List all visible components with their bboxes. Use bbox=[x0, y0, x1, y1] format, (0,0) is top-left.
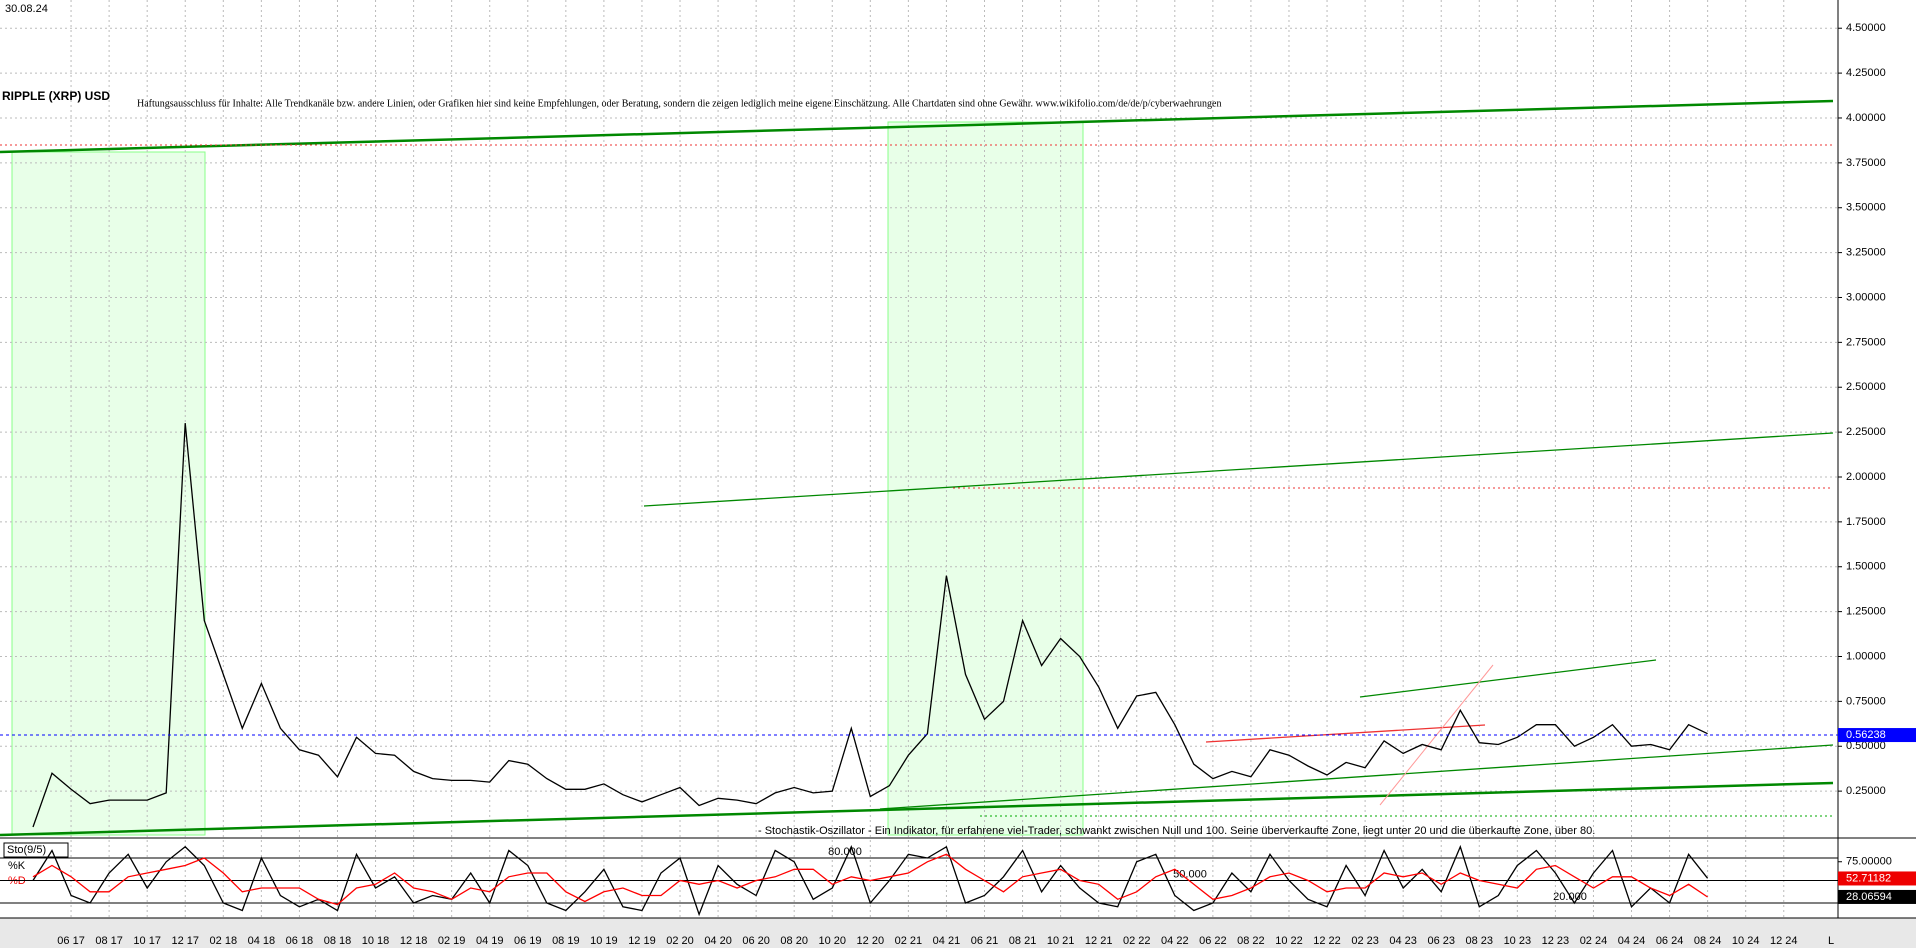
x-tick-label: 08 22 bbox=[1237, 935, 1265, 947]
x-tick-label: 02 23 bbox=[1351, 935, 1379, 947]
zone bbox=[11, 151, 206, 836]
x-tick-label: 10 21 bbox=[1047, 935, 1075, 947]
y-tick-label: 0.25000 bbox=[1846, 785, 1886, 797]
last-price-box bbox=[1838, 728, 1916, 743]
y-tick-label: 4.25000 bbox=[1846, 67, 1886, 79]
x-tick-label: 10 24 bbox=[1732, 935, 1760, 947]
trendline bbox=[1359, 659, 1657, 698]
y-tick-label: 2.75000 bbox=[1846, 336, 1886, 348]
x-tick-label: 10 17 bbox=[133, 935, 161, 947]
last-value-box bbox=[1838, 889, 1916, 904]
level-label: 80.000 bbox=[828, 846, 862, 858]
y-tick-label: 4.50000 bbox=[1846, 22, 1886, 34]
y-tick-label: 2.00000 bbox=[1846, 471, 1886, 483]
date: 30.08.24 bbox=[5, 3, 48, 15]
y-tick-label: 75.00000 bbox=[1846, 856, 1892, 868]
x-tick-label: 06 23 bbox=[1427, 935, 1455, 947]
x-tick-label: 02 18 bbox=[210, 935, 238, 947]
x-tick-label: 04 19 bbox=[476, 935, 504, 947]
trendline bbox=[643, 432, 1834, 507]
y-tick-label: 3.50000 bbox=[1846, 202, 1886, 214]
last-value-box bbox=[1838, 871, 1916, 886]
y-tick-label: 3.00000 bbox=[1846, 291, 1886, 303]
x-tick-label: 02 19 bbox=[438, 935, 466, 947]
trendline bbox=[0, 781, 1834, 837]
x-tick-label: 12 23 bbox=[1542, 935, 1570, 947]
x-tick-label: 12 21 bbox=[1085, 935, 1113, 947]
x-tick-label: 12 22 bbox=[1313, 935, 1341, 947]
x-axis-bg bbox=[0, 918, 1916, 948]
chart-title: RIPPLE (XRP) USD bbox=[2, 89, 110, 103]
x-tick-label: 04 21 bbox=[933, 935, 961, 947]
trendline bbox=[879, 744, 1834, 810]
x-tick-label: 08 23 bbox=[1466, 935, 1494, 947]
y-tick-label: 2.50000 bbox=[1846, 381, 1886, 393]
annotation: - Stochastik-Oszillator - Ein Indikator,… bbox=[758, 825, 1595, 837]
x-tick-label: 04 24 bbox=[1618, 935, 1646, 947]
x-tick-label: 06 17 bbox=[57, 935, 85, 947]
x-tick-label: 08 21 bbox=[1009, 935, 1037, 947]
series-line bbox=[32, 853, 1708, 906]
y-tick-label: 3.25000 bbox=[1846, 247, 1886, 259]
zone bbox=[887, 121, 1084, 836]
x-axis-end-label: L bbox=[1828, 935, 1834, 947]
x-tick-label: 10 22 bbox=[1275, 935, 1303, 947]
x-tick-label: 10 19 bbox=[590, 935, 618, 947]
last-value-label: 52.71182 bbox=[1846, 872, 1891, 884]
x-tick-label: 10 23 bbox=[1504, 935, 1532, 947]
x-tick-label: 02 24 bbox=[1580, 935, 1608, 947]
y-tick-label: 3.75000 bbox=[1846, 157, 1886, 169]
x-tick-label: 08 24 bbox=[1694, 935, 1722, 947]
x-tick-label: 08 18 bbox=[324, 935, 352, 947]
y-tick-label: 1.50000 bbox=[1846, 561, 1886, 573]
y-tick-label: 1.75000 bbox=[1846, 516, 1886, 528]
x-tick-label: 08 19 bbox=[552, 935, 580, 947]
x-tick-label: 06 18 bbox=[286, 935, 314, 947]
y-tick-label: 2.25000 bbox=[1846, 426, 1886, 438]
x-tick-label: 12 18 bbox=[400, 935, 428, 947]
x-tick-label: 04 18 bbox=[248, 935, 276, 947]
disclaimer: Haftungsausschluss für Inhalte: Alle Tre… bbox=[137, 98, 1222, 109]
indicator-title: Sto(9/5) bbox=[7, 844, 46, 856]
series-line bbox=[32, 423, 1708, 828]
y-tick-label: 0.50000 bbox=[1846, 740, 1886, 752]
x-tick-label: 06 24 bbox=[1656, 935, 1684, 947]
legend-entry: %K bbox=[8, 860, 26, 872]
y-tick-label: 1.25000 bbox=[1846, 606, 1886, 618]
x-tick-label: 08 17 bbox=[95, 935, 123, 947]
x-tick-label: 10 20 bbox=[818, 935, 846, 947]
x-tick-label: 08 20 bbox=[780, 935, 808, 947]
indicator-box bbox=[3, 842, 69, 858]
x-tick-label: 04 22 bbox=[1161, 935, 1189, 947]
x-tick-label: 06 21 bbox=[971, 935, 999, 947]
x-tick-label: 06 19 bbox=[514, 935, 542, 947]
drawings bbox=[11, 121, 1084, 836]
x-tick-label: 12 20 bbox=[857, 935, 885, 947]
x-tick-label: 12 17 bbox=[171, 935, 199, 947]
x-tick-label: 04 23 bbox=[1389, 935, 1417, 947]
trendline bbox=[1205, 724, 1486, 743]
last-value-label: 28.06594 bbox=[1846, 891, 1892, 903]
x-tick-label: 06 20 bbox=[742, 935, 770, 947]
x-tick-label: 06 22 bbox=[1199, 935, 1227, 947]
trendline bbox=[0, 99, 1834, 154]
x-tick-label: 12 19 bbox=[628, 935, 656, 947]
last-price-label: 0.56238 bbox=[1846, 729, 1886, 741]
y-tick-label: 0.75000 bbox=[1846, 695, 1886, 707]
x-tick-label: 02 20 bbox=[666, 935, 694, 947]
y-tick-label: 1.00000 bbox=[1846, 650, 1886, 662]
x-tick-label: 04 20 bbox=[704, 935, 732, 947]
x-tick-label: 02 21 bbox=[895, 935, 923, 947]
y-tick-label: 4.00000 bbox=[1846, 112, 1886, 124]
x-tick-label: 02 22 bbox=[1123, 935, 1151, 947]
x-tick-label: 10 18 bbox=[362, 935, 390, 947]
x-tick-label: 12 24 bbox=[1770, 935, 1798, 947]
level-label: 50.000 bbox=[1173, 868, 1207, 880]
